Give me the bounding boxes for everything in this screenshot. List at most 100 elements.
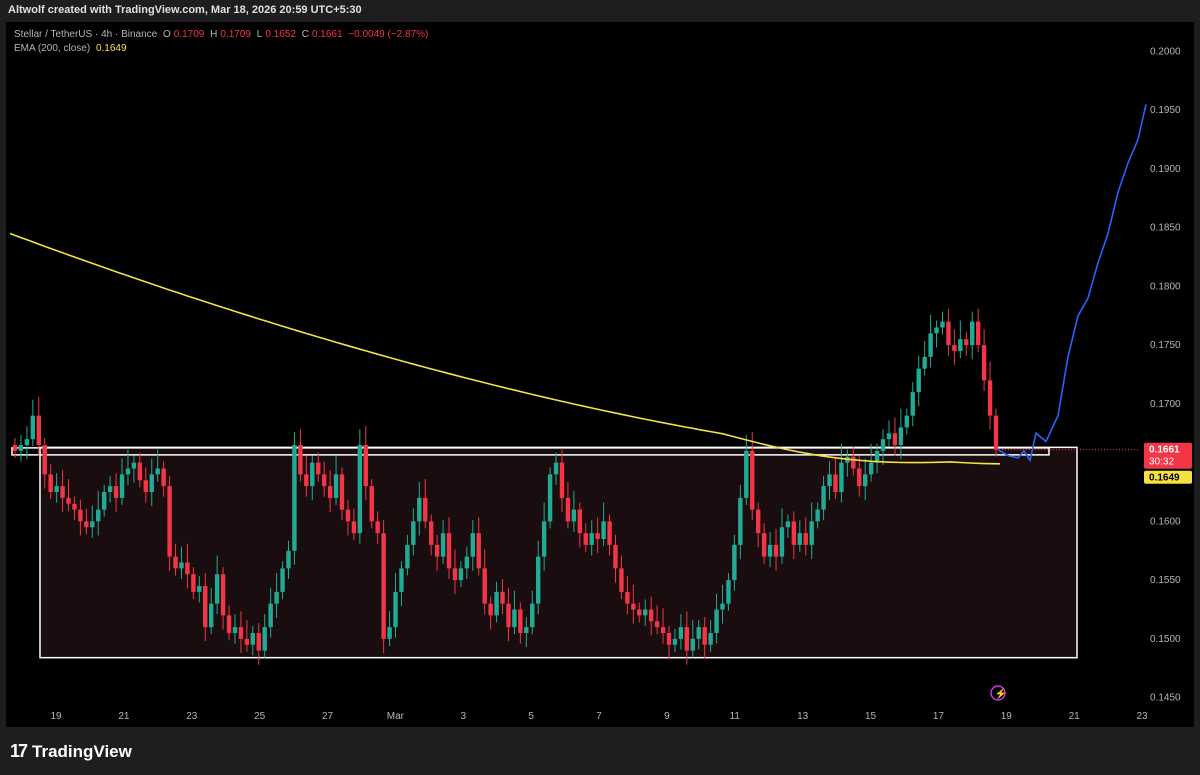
candle[interactable] <box>755 502 761 548</box>
candle[interactable] <box>256 623 261 665</box>
candle[interactable] <box>262 614 267 658</box>
candle[interactable] <box>30 399 36 447</box>
candle[interactable] <box>993 408 999 457</box>
ema-200-line[interactable] <box>9 232 1001 465</box>
candle[interactable] <box>863 458 868 501</box>
candle[interactable] <box>880 429 886 465</box>
candle[interactable] <box>72 496 77 521</box>
candle[interactable] <box>327 470 333 512</box>
candle[interactable] <box>553 452 559 485</box>
candle[interactable] <box>803 517 808 556</box>
candle[interactable] <box>589 520 594 556</box>
candle[interactable] <box>601 502 606 547</box>
candle[interactable] <box>18 435 24 462</box>
candle[interactable] <box>369 479 374 529</box>
candle[interactable] <box>827 461 832 501</box>
tradingview-brand[interactable]: 17 TradingView <box>10 741 132 762</box>
candle[interactable] <box>125 449 131 485</box>
candle[interactable] <box>203 573 208 642</box>
candle[interactable] <box>167 476 172 571</box>
candle[interactable] <box>607 514 612 556</box>
candle[interactable] <box>209 587 214 635</box>
candle[interactable] <box>411 508 416 556</box>
candle[interactable] <box>595 517 600 554</box>
last-price-tag[interactable] <box>1144 442 1192 469</box>
candle[interactable] <box>48 464 53 500</box>
candle[interactable] <box>274 573 279 618</box>
candle[interactable] <box>714 593 719 644</box>
candle[interactable] <box>119 458 125 505</box>
candle[interactable] <box>417 482 422 536</box>
candle[interactable] <box>90 505 95 538</box>
candle[interactable] <box>970 311 975 360</box>
candle[interactable] <box>952 329 957 366</box>
candle[interactable] <box>298 429 303 482</box>
candle[interactable] <box>530 590 535 635</box>
candle[interactable] <box>916 355 921 407</box>
candle[interactable] <box>720 584 725 624</box>
candle[interactable] <box>702 617 707 659</box>
candle[interactable] <box>42 437 47 489</box>
candle[interactable] <box>345 499 351 536</box>
candle[interactable] <box>940 311 945 335</box>
candle[interactable] <box>809 502 814 559</box>
candle[interactable] <box>767 531 773 568</box>
candle[interactable] <box>654 605 660 635</box>
candle[interactable] <box>506 587 511 642</box>
candle[interactable] <box>381 520 386 653</box>
candle[interactable] <box>36 396 41 456</box>
candle[interactable] <box>339 467 345 521</box>
candle[interactable] <box>24 426 30 460</box>
candle[interactable] <box>452 549 458 595</box>
candle[interactable] <box>191 567 196 599</box>
range-box[interactable] <box>39 446 1078 659</box>
candle[interactable] <box>512 590 517 635</box>
candle[interactable] <box>405 534 410 576</box>
candle[interactable] <box>583 523 588 552</box>
candle[interactable] <box>238 611 244 653</box>
candle[interactable] <box>446 517 452 579</box>
candle[interactable] <box>423 479 428 529</box>
candle[interactable] <box>363 426 368 501</box>
candle[interactable] <box>964 332 969 356</box>
candle[interactable] <box>399 561 404 606</box>
candle[interactable] <box>904 408 910 435</box>
candle[interactable] <box>898 408 904 460</box>
candle[interactable] <box>185 543 190 589</box>
candle[interactable] <box>696 620 701 650</box>
candle[interactable] <box>851 446 856 476</box>
candle[interactable] <box>678 614 684 650</box>
candle[interactable] <box>910 382 915 427</box>
projection-path[interactable] <box>997 104 1147 463</box>
candle[interactable] <box>648 596 654 636</box>
candle[interactable] <box>66 479 71 511</box>
candle[interactable] <box>732 534 737 591</box>
candle[interactable] <box>316 452 321 482</box>
candle[interactable] <box>304 455 309 497</box>
candle[interactable] <box>672 628 678 652</box>
candle[interactable] <box>220 567 226 630</box>
candle[interactable] <box>750 432 755 521</box>
candle[interactable] <box>571 490 577 532</box>
candle[interactable] <box>161 461 166 497</box>
candle[interactable] <box>934 320 939 348</box>
candle[interactable] <box>292 432 297 565</box>
candle[interactable] <box>232 614 238 644</box>
candle[interactable] <box>482 549 487 615</box>
candle[interactable] <box>101 484 107 517</box>
candle[interactable] <box>892 417 898 456</box>
candle[interactable] <box>791 511 797 559</box>
candle[interactable] <box>613 534 618 583</box>
candle[interactable] <box>333 455 339 505</box>
candle[interactable] <box>470 520 475 571</box>
candle[interactable] <box>107 476 113 503</box>
candle[interactable] <box>981 329 987 391</box>
candle[interactable] <box>536 540 541 615</box>
candle[interactable] <box>666 625 672 659</box>
flash-icon[interactable]: ⚡ <box>990 685 1007 701</box>
candle[interactable] <box>310 455 315 501</box>
chart-area[interactable]: 0.2000 0.1950 0.1900 0.1850 0.1800 0.1750 0.17… <box>6 22 1194 727</box>
candle[interactable] <box>868 443 874 482</box>
candle[interactable] <box>744 435 749 505</box>
candle[interactable] <box>434 534 440 571</box>
